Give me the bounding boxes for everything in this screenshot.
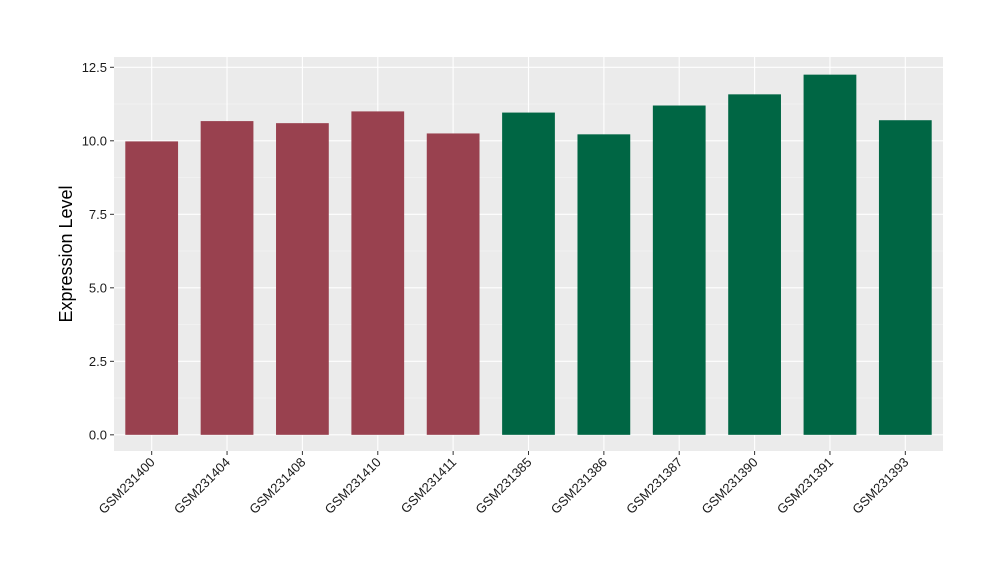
y-tick-label: 12.5 <box>82 60 107 75</box>
y-tick-label: 5.0 <box>89 280 107 295</box>
x-tick-label: GSM231385 <box>472 455 534 517</box>
bar <box>728 94 781 435</box>
bar <box>502 112 555 435</box>
bar <box>125 141 179 435</box>
bar <box>351 111 405 435</box>
x-tick-label: GSM231391 <box>774 455 836 517</box>
bar <box>878 120 932 435</box>
x-tick-label: GSM231387 <box>623 455 685 517</box>
bar <box>577 134 631 435</box>
bar <box>200 121 254 435</box>
x-tick-label: GSM231411 <box>398 455 460 517</box>
y-axis: 0.0 2.5 5.0 7.5 10.0 12.5 <box>82 60 114 442</box>
x-tick-label: GSM231400 <box>96 455 158 517</box>
bars <box>125 74 932 435</box>
y-tick-label: 0.0 <box>89 427 107 442</box>
y-tick-label: 7.5 <box>89 207 107 222</box>
x-tick-label: GSM231404 <box>171 455 233 517</box>
x-tick-label: GSM231408 <box>246 455 308 517</box>
bar <box>276 123 329 435</box>
x-tick-label: GSM231393 <box>849 455 911 517</box>
y-axis-title: Expression Level <box>56 185 76 322</box>
bar <box>652 105 706 435</box>
bar <box>426 133 480 435</box>
x-tick-label: GSM231390 <box>698 455 760 517</box>
x-tick-label: GSM231386 <box>548 455 610 517</box>
bar <box>803 74 857 435</box>
x-tick-label: GSM231410 <box>322 455 384 517</box>
y-tick-label: 2.5 <box>89 354 107 369</box>
y-tick-label: 10.0 <box>82 133 107 148</box>
x-axis: GSM231400 GSM231404 GSM231408 GSM231410 GSM2… <box>96 451 911 517</box>
